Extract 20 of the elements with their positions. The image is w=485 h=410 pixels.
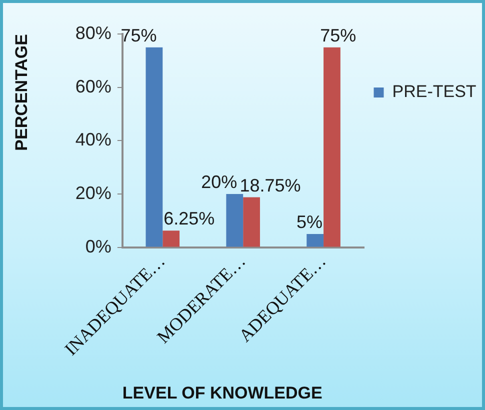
legend-label: PRE-TEST [392,82,476,102]
data-label: 5% [296,212,323,232]
data-label: 6.25% [164,208,215,229]
data-label: 18.75% [240,175,301,196]
y-tick-label: 40% [75,130,112,150]
y-tick-label: 80% [75,22,112,43]
y-tick-label: 20% [75,182,112,203]
bar [226,194,244,247]
bar [162,230,180,247]
bar [324,47,340,247]
data-label: 20% [201,172,238,192]
bar [243,197,260,247]
bar [146,47,163,247]
data-label: 75% [320,25,356,46]
y-tick-label: 60% [75,76,112,96]
x-axis-title: LEVEL OF KNOWLEDGE [122,383,322,402]
y-tick-label: 0% [85,236,112,256]
bar [306,234,324,247]
data-label: 75% [120,25,157,46]
y-axis-title: PERCENTAGE [12,34,31,151]
